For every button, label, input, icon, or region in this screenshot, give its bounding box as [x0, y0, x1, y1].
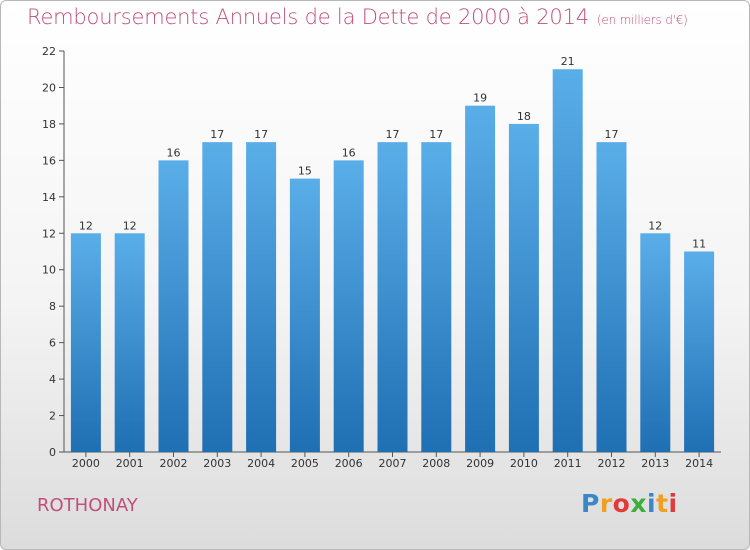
bar	[333, 160, 364, 452]
bar	[246, 142, 277, 453]
x-tick-label: 2009	[466, 457, 494, 470]
logo-letter: i	[668, 489, 678, 518]
x-tick-label: 2014	[685, 457, 713, 470]
bar	[70, 233, 101, 452]
y-tick-label: 2	[49, 410, 56, 423]
x-tick-label: 2010	[510, 457, 538, 470]
logo-letter: r	[599, 489, 613, 518]
bar	[202, 142, 233, 453]
proxiti-logo: Proxiti	[581, 489, 678, 518]
y-tick-label: 22	[42, 45, 56, 58]
y-tick-label: 0	[49, 446, 56, 459]
data-labels: 12 12 16 17 17 15 16 17 17 19 18 21 17 12 11	[79, 55, 706, 250]
x-tick-label: 2006	[335, 457, 363, 470]
x-tick-label: 2002	[160, 457, 188, 470]
logo-letter: t	[656, 489, 669, 518]
chart-title: Remboursements Annuels de la Dette de 20…	[27, 5, 688, 29]
bar	[640, 233, 671, 452]
data-label: 16	[342, 146, 356, 159]
y-tick-label: 16	[42, 154, 56, 167]
bar	[684, 251, 715, 452]
bar	[596, 142, 627, 453]
data-label: 21	[561, 55, 575, 68]
y-tick-label: 20	[42, 81, 56, 94]
bar	[552, 69, 583, 453]
y-tick-label: 10	[42, 264, 56, 277]
y-tick-label: 8	[49, 300, 56, 313]
data-label: 12	[123, 219, 137, 232]
y-tick-label: 4	[49, 373, 56, 386]
data-label: 17	[429, 128, 443, 141]
data-label: 18	[517, 110, 531, 123]
x-tick-label: 2007	[379, 457, 407, 470]
x-tick-label: 2003	[203, 457, 231, 470]
x-tick-label: 2013	[641, 457, 669, 470]
data-label: 17	[210, 128, 224, 141]
data-label: 12	[648, 219, 662, 232]
data-label: 17	[386, 128, 400, 141]
y-tick-label: 6	[49, 337, 56, 350]
data-label: 11	[692, 238, 706, 251]
data-label: 19	[473, 92, 487, 105]
y-tick-label: 12	[42, 227, 56, 240]
x-tick-label: 2008	[422, 457, 450, 470]
x-tick-label: 2004	[247, 457, 275, 470]
x-tick-label: 2011	[554, 457, 582, 470]
x-tick-label: 2005	[291, 457, 319, 470]
data-label: 17	[254, 128, 268, 141]
x-tick-label: 2000	[72, 457, 100, 470]
bar	[289, 178, 320, 452]
logo-letter: x	[630, 489, 647, 518]
bar	[508, 123, 539, 452]
data-label: 17	[605, 128, 619, 141]
bar-series	[70, 69, 715, 453]
bar	[158, 160, 189, 452]
x-tick-label: 2012	[598, 457, 626, 470]
y-tick-label: 18	[42, 118, 56, 131]
y-tick-label: 14	[42, 191, 56, 204]
commune-name: ROTHONAY	[37, 495, 138, 516]
bar	[377, 142, 408, 453]
data-label: 16	[167, 146, 181, 159]
logo-letter: o	[612, 489, 631, 518]
x-tick-label: 2001	[116, 457, 144, 470]
data-label: 12	[79, 219, 93, 232]
chart-unit: (en milliers d'€)	[596, 13, 688, 27]
bar	[114, 233, 145, 452]
logo-letter: i	[647, 489, 657, 518]
bar	[421, 142, 452, 453]
data-label: 15	[298, 165, 312, 178]
chart-axes: 0 2 4 6 8 10 12 14 16 18 20 22 2000 2001 2002 2003 2004 2…	[42, 45, 721, 470]
chart-title-text: Remboursements Annuels de la Dette de 20…	[27, 5, 589, 29]
logo-letter: P	[581, 489, 600, 518]
bar	[465, 105, 496, 452]
